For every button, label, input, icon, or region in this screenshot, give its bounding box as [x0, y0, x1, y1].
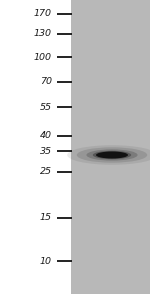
- Text: 35: 35: [40, 146, 52, 156]
- Text: 170: 170: [34, 9, 52, 19]
- Text: 25: 25: [40, 168, 52, 176]
- Ellipse shape: [86, 149, 138, 161]
- Ellipse shape: [67, 145, 150, 165]
- Text: 15: 15: [40, 213, 52, 223]
- Text: 130: 130: [34, 29, 52, 39]
- Text: 100: 100: [34, 53, 52, 61]
- Ellipse shape: [93, 151, 131, 159]
- Ellipse shape: [96, 151, 128, 158]
- Text: 10: 10: [40, 256, 52, 265]
- Text: 55: 55: [40, 103, 52, 111]
- Text: 40: 40: [40, 131, 52, 141]
- Text: 70: 70: [40, 78, 52, 86]
- Bar: [70, 0, 150, 294]
- Ellipse shape: [77, 147, 147, 163]
